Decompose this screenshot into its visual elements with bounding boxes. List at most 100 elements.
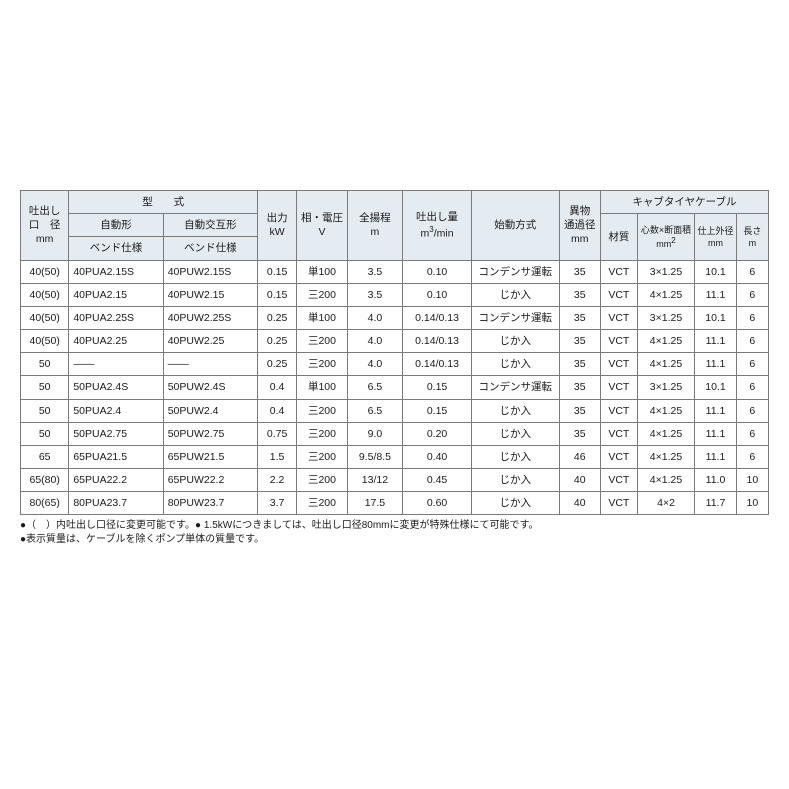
table-row: 6565PUA21.565PUW21.51.5三2009.5/8.50.40じか… (21, 445, 769, 468)
cell-kw: 1.5 (258, 445, 297, 468)
cell-od: 11.1 (695, 422, 736, 445)
cell-m1: 40PUA2.25 (69, 330, 163, 353)
cell-dia: 80(65) (21, 492, 69, 515)
cell-pass: 40 (559, 492, 600, 515)
cell-m2: 40PUW2.15 (163, 283, 257, 306)
cell-m1: 65PUA21.5 (69, 445, 163, 468)
cell-dia: 40(50) (21, 283, 69, 306)
cell-head: 9.0 (347, 422, 402, 445)
th-phase-volt: 相・電圧V (297, 191, 348, 261)
cell-dia: 40(50) (21, 306, 69, 329)
cell-head: 3.5 (347, 260, 402, 283)
cell-core: 3×1.25 (637, 260, 695, 283)
cell-m1: 50PUA2.75 (69, 422, 163, 445)
cell-m1: 40PUA2.25S (69, 306, 163, 329)
cell-kw: 0.75 (258, 422, 297, 445)
cell-mat: VCT (600, 260, 637, 283)
th-cable-od: 仕上外径mm (695, 214, 736, 260)
cell-pass: 35 (559, 306, 600, 329)
cell-dis: 0.60 (403, 492, 472, 515)
cell-od: 11.1 (695, 353, 736, 376)
table-body: 40(50)40PUA2.15S40PUW2.15S0.15単1003.50.1… (21, 260, 769, 515)
cell-start: コンデンサ運転 (472, 260, 559, 283)
cell-kw: 0.15 (258, 260, 297, 283)
cell-start: じか入 (472, 330, 559, 353)
cell-mat: VCT (600, 306, 637, 329)
cell-dis: 0.15 (403, 399, 472, 422)
cell-dis: 0.15 (403, 376, 472, 399)
cell-v: 単100 (297, 376, 348, 399)
cell-dis: 0.10 (403, 260, 472, 283)
table-row: 40(50)40PUA2.2540PUW2.250.25三2004.00.14/… (21, 330, 769, 353)
cell-v: 単100 (297, 306, 348, 329)
cell-dia: 50 (21, 353, 69, 376)
cell-head: 9.5/8.5 (347, 445, 402, 468)
cell-core: 4×1.25 (637, 283, 695, 306)
spec-table-container: 吐出し口 径mm 型 式 出力kW 相・電圧V 全揚程m 吐出し量m3/min … (0, 0, 789, 547)
th-model-auto: 自動形 (69, 214, 163, 237)
cell-start: じか入 (472, 492, 559, 515)
cell-len: 6 (736, 330, 768, 353)
table-row: 5050PUA2.4S50PUW2.4S0.4単1006.50.15コンデンサ運… (21, 376, 769, 399)
table-row: 40(50)40PUA2.15S40PUW2.15S0.15単1003.50.1… (21, 260, 769, 283)
cell-start: じか入 (472, 422, 559, 445)
table-row: 5050PUA2.450PUW2.40.4三2006.50.15じか入35VCT… (21, 399, 769, 422)
cell-m2: 65PUW22.2 (163, 469, 257, 492)
cell-start: じか入 (472, 445, 559, 468)
spec-table: 吐出し口 径mm 型 式 出力kW 相・電圧V 全揚程m 吐出し量m3/min … (20, 190, 769, 515)
footnote-2: ●表示質量は、ケーブルを除くポンプ単体の質量です。 (20, 533, 769, 547)
table-head: 吐出し口 径mm 型 式 出力kW 相・電圧V 全揚程m 吐出し量m3/min … (21, 191, 769, 261)
cell-dis: 0.45 (403, 469, 472, 492)
cell-start: じか入 (472, 469, 559, 492)
cell-mat: VCT (600, 376, 637, 399)
cell-dis: 0.10 (403, 283, 472, 306)
table-footnotes: ●（ ）内吐出し口径に変更可能です。● 1.5kWにつきましては、吐出し口径80… (20, 519, 769, 547)
th-discharge-dia: 吐出し口 径mm (21, 191, 69, 261)
cell-start: コンデンサ運転 (472, 376, 559, 399)
cell-core: 3×1.25 (637, 376, 695, 399)
th-cable-cores: 心数×断面積mm2 (637, 214, 695, 260)
cell-od: 11.0 (695, 469, 736, 492)
cell-v: 三200 (297, 283, 348, 306)
cell-kw: 3.7 (258, 492, 297, 515)
cell-m1: 40PUA2.15 (69, 283, 163, 306)
cell-m1: 40PUA2.15S (69, 260, 163, 283)
cell-v: 三200 (297, 330, 348, 353)
cell-pass: 35 (559, 422, 600, 445)
cell-pass: 35 (559, 260, 600, 283)
th-model-group: 型 式 (69, 191, 258, 214)
cell-kw: 0.25 (258, 353, 297, 376)
th-cable-mat: 材質 (600, 214, 637, 260)
cell-m1: 50PUA2.4S (69, 376, 163, 399)
cell-kw: 0.15 (258, 283, 297, 306)
cell-m1: 65PUA22.2 (69, 469, 163, 492)
cell-pass: 35 (559, 353, 600, 376)
cell-pass: 35 (559, 376, 600, 399)
cell-od: 10.1 (695, 306, 736, 329)
th-cable-len: 長さm (736, 214, 768, 260)
cell-od: 11.7 (695, 492, 736, 515)
cell-v: 三200 (297, 353, 348, 376)
cell-head: 3.5 (347, 283, 402, 306)
cell-head: 6.5 (347, 399, 402, 422)
table-row: 40(50)40PUA2.1540PUW2.150.15三2003.50.10じ… (21, 283, 769, 306)
th-model-bend-1: ベンド仕様 (69, 237, 163, 260)
cell-mat: VCT (600, 330, 637, 353)
cell-m2: 40PUW2.25S (163, 306, 257, 329)
cell-core: 4×1.25 (637, 399, 695, 422)
th-model-auto-alt: 自動交互形 (163, 214, 257, 237)
th-output: 出力kW (258, 191, 297, 261)
cell-m2: 65PUW21.5 (163, 445, 257, 468)
cell-dis: 0.40 (403, 445, 472, 468)
cell-m2: 50PUW2.4 (163, 399, 257, 422)
cell-pass: 35 (559, 283, 600, 306)
th-pass-dia: 異物通過径mm (559, 191, 600, 261)
cell-dia: 40(50) (21, 260, 69, 283)
cell-kw: 0.4 (258, 399, 297, 422)
footnote-1: ●（ ）内吐出し口径に変更可能です。● 1.5kWにつきましては、吐出し口径80… (20, 519, 769, 533)
cell-core: 4×1.25 (637, 469, 695, 492)
cell-head: 4.0 (347, 330, 402, 353)
cell-mat: VCT (600, 283, 637, 306)
cell-len: 6 (736, 399, 768, 422)
th-cable-group: キャブタイヤケーブル (600, 191, 768, 214)
